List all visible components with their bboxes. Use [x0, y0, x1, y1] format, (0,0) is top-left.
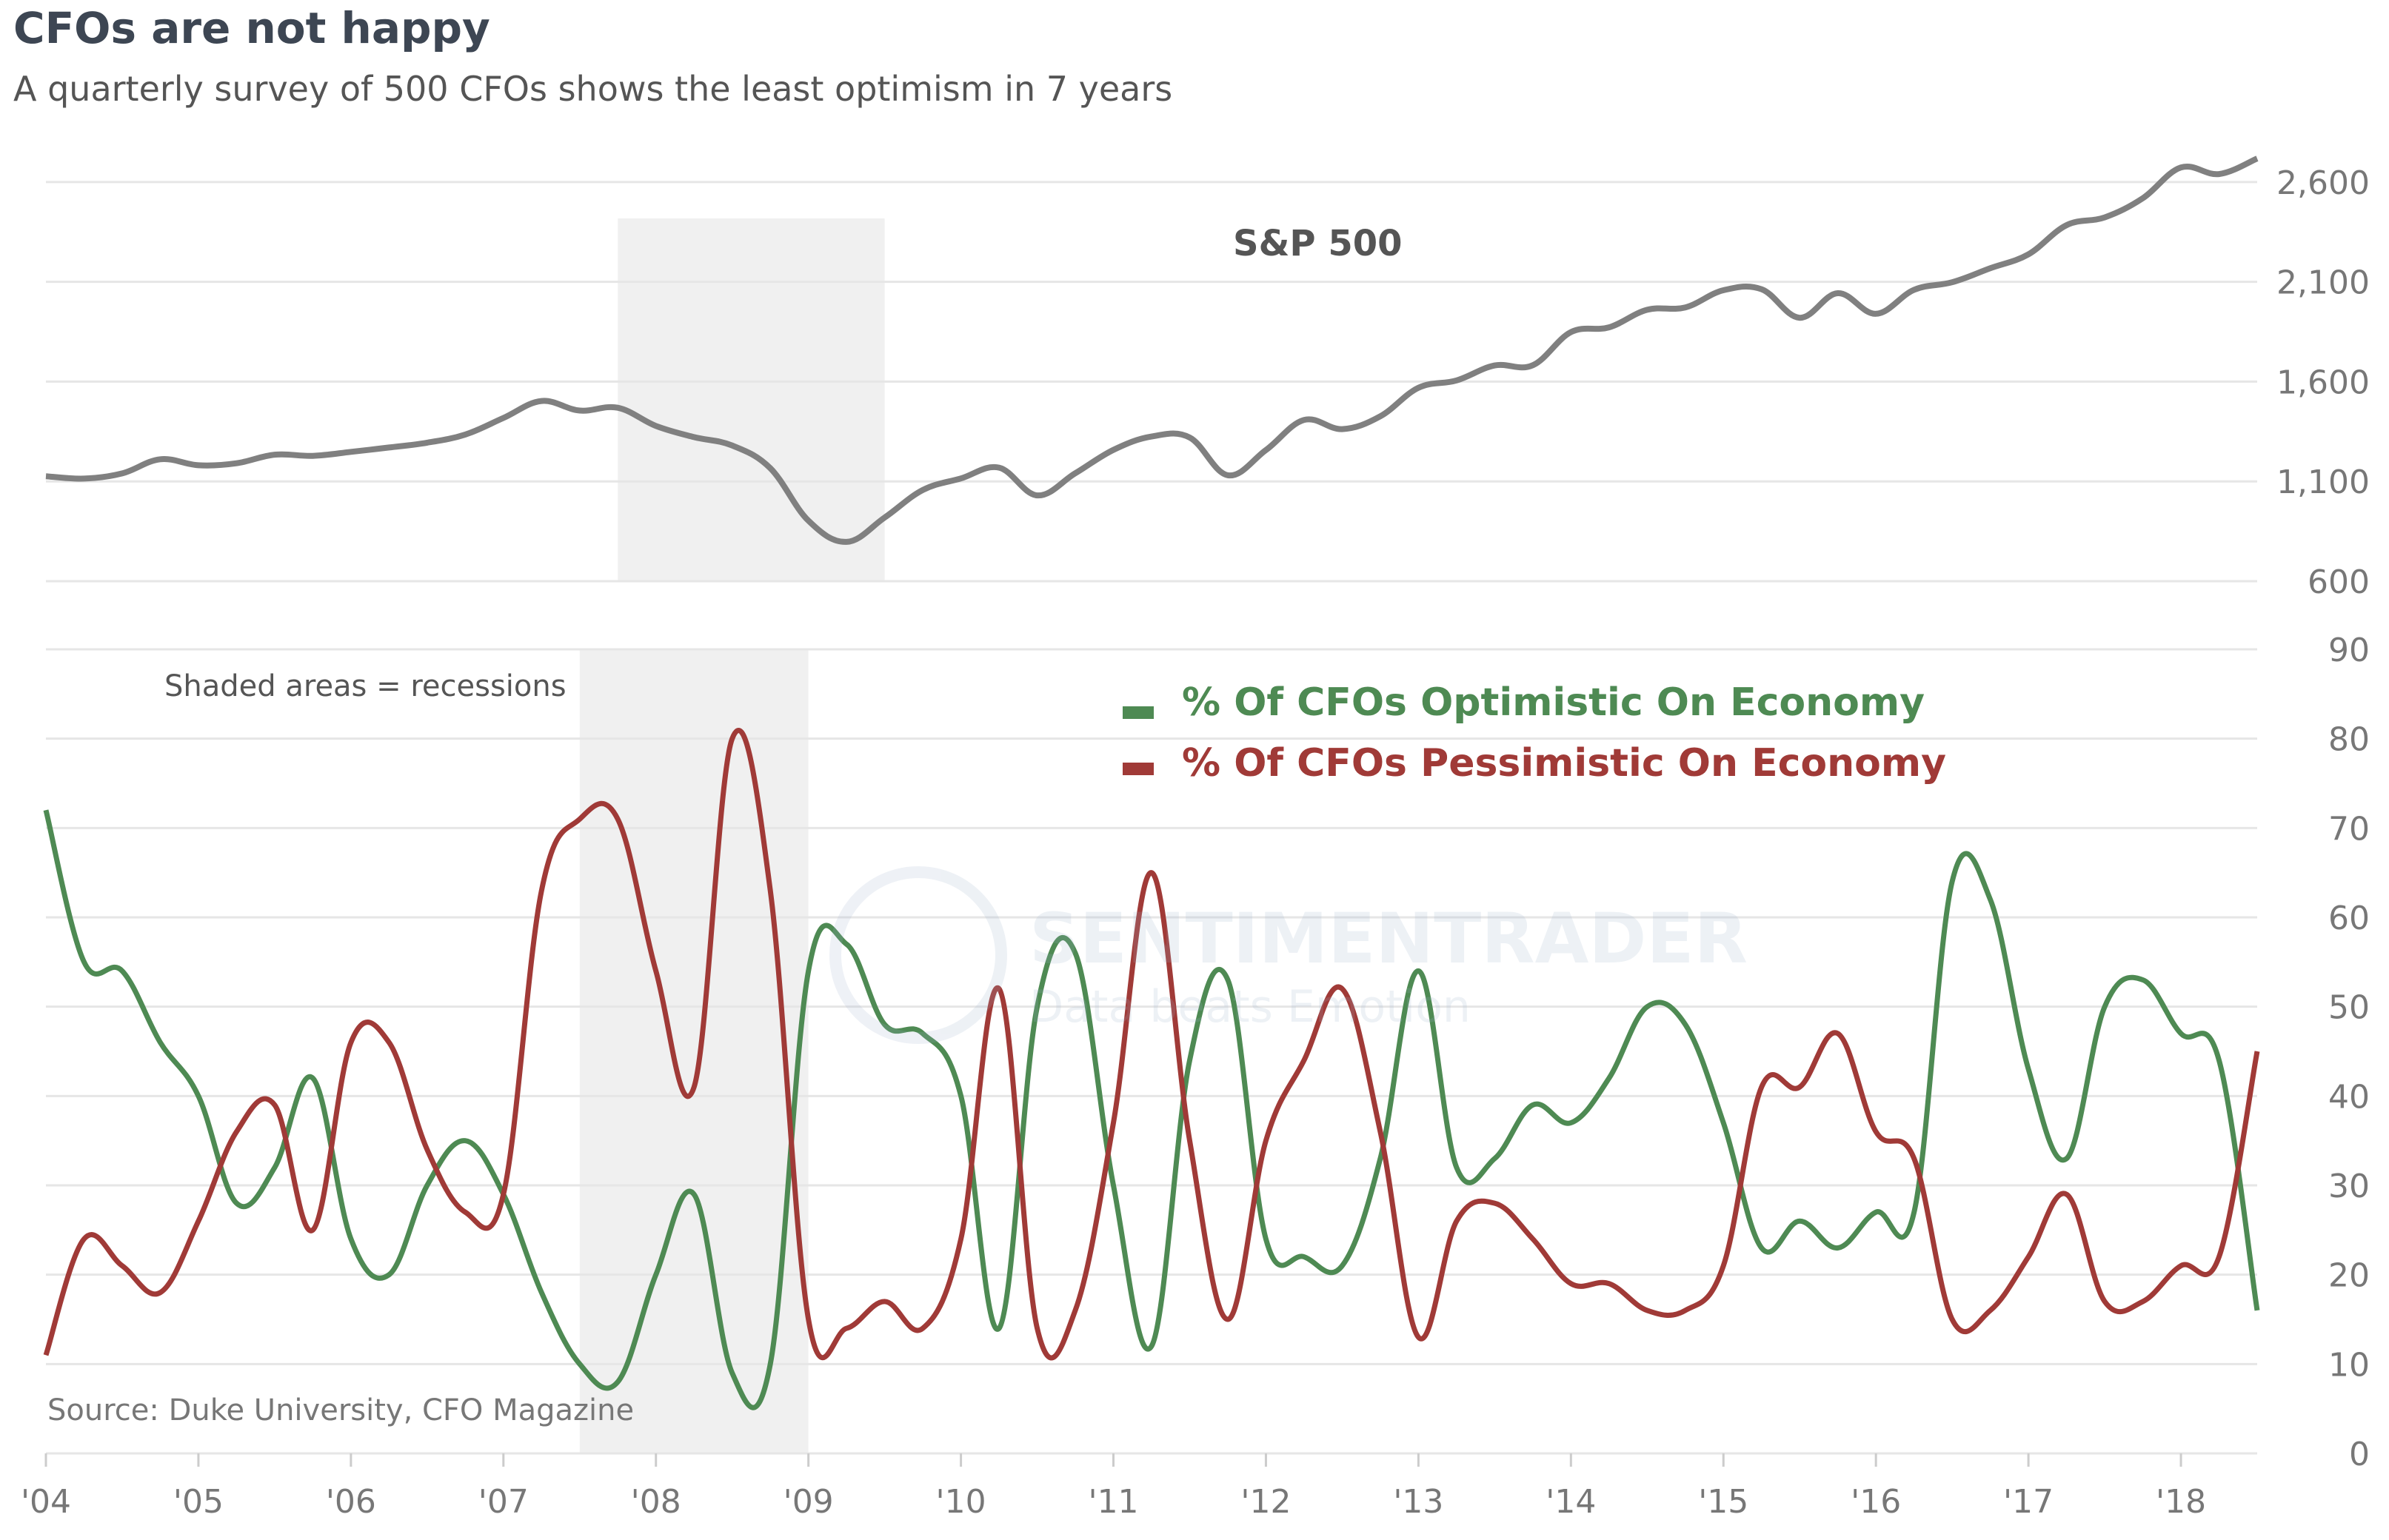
- y-tick-label-bottom: 90: [2328, 632, 2370, 669]
- legend-swatch-pessimistic: [1123, 763, 1154, 775]
- y-tick-label-top: 2,100: [2276, 264, 2370, 302]
- watermark-logo-icon: [835, 872, 1001, 1038]
- y-tick-label-top: 1,100: [2276, 463, 2370, 501]
- x-tick-label: '06: [326, 1483, 376, 1521]
- x-tick-label: '16: [1851, 1483, 1901, 1521]
- x-tick-label: '09: [783, 1483, 834, 1521]
- chart-subtitle: A quarterly survey of 500 CFOs shows the…: [13, 69, 1172, 109]
- y-tick-label-bottom: 80: [2328, 721, 2370, 759]
- y-tick-label-bottom: 30: [2328, 1168, 2370, 1205]
- x-tick-label: '15: [1698, 1483, 1748, 1521]
- x-tick-label: '04: [21, 1483, 71, 1521]
- sp500-panel: 600 1,100 1,600 2,100 2,600: [46, 158, 2370, 601]
- x-tick-label: '12: [1240, 1483, 1291, 1521]
- source-note: Source: Duke University, CFO Magazine: [47, 1393, 634, 1427]
- watermark-brand: SENTIMENTRADER: [1029, 899, 1748, 980]
- y-tick-label-bottom: 60: [2328, 900, 2370, 937]
- y-tick-label-bottom: 10: [2328, 1346, 2370, 1384]
- legend-swatch-optimistic: [1123, 706, 1154, 719]
- watermark-tagline: Data beats Emotion: [1029, 981, 1471, 1033]
- y-tick-label-top: 2,600: [2276, 164, 2370, 202]
- series-sp500-line: [46, 158, 2257, 542]
- x-tick-label: '07: [478, 1483, 529, 1521]
- y-tick-label-top: 1,600: [2276, 364, 2370, 401]
- series-pessimistic-line: [46, 730, 2257, 1358]
- sp500-label: S&P 500: [1233, 223, 1403, 264]
- watermark: SENTIMENTRADER Data beats Emotion: [835, 872, 1748, 1038]
- y-tick-label-top: 600: [2308, 563, 2370, 601]
- legend-label-pessimistic: % Of CFOs Pessimistic On Economy: [1182, 741, 1946, 786]
- y-tick-label-bottom: 70: [2328, 810, 2370, 848]
- recession-shade-top: [618, 218, 884, 581]
- chart-title: CFOs are not happy: [13, 3, 490, 53]
- x-tick-label: '05: [173, 1483, 224, 1521]
- x-tick-label: '11: [1088, 1483, 1138, 1521]
- y-tick-label-bottom: 50: [2328, 989, 2370, 1027]
- x-tick-label: '17: [2003, 1483, 2054, 1521]
- x-tick-label: '18: [2156, 1483, 2206, 1521]
- legend: % Of CFOs Optimistic On Economy % Of CFO…: [1123, 680, 1946, 786]
- legend-label-optimistic: % Of CFOs Optimistic On Economy: [1182, 680, 1925, 725]
- recession-note: Shaded areas = recessions: [164, 669, 567, 703]
- y-tick-label-bottom: 40: [2328, 1078, 2370, 1116]
- x-tick-label: '08: [631, 1483, 681, 1521]
- y-tick-label-bottom: 0: [2349, 1436, 2370, 1473]
- x-tick-label: '14: [1546, 1483, 1596, 1521]
- y-tick-label-bottom: 20: [2328, 1257, 2370, 1295]
- x-tick-label: '13: [1393, 1483, 1443, 1521]
- x-tick-label: '10: [936, 1483, 986, 1521]
